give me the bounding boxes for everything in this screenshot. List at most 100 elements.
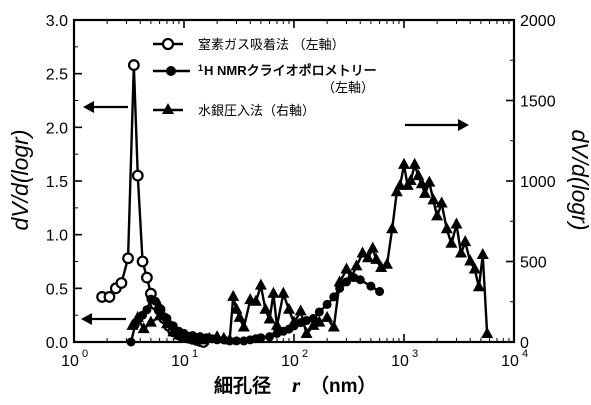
y-left-tick-label: 0.0 (46, 335, 68, 352)
y-right-tick-label: 1000 (520, 174, 556, 191)
x-tick-exponent: 4 (522, 348, 528, 360)
x-tick-exponent: 0 (82, 348, 88, 360)
x-tick-label: 10 (501, 353, 519, 370)
data-point-triangle (464, 254, 477, 266)
data-point-triangle (137, 322, 150, 334)
data-point-triangle (361, 251, 374, 263)
axes-layer: 10 0 10 1 10 2 10 3 10 40.00.51.01.52.02.53.00500… (46, 13, 556, 370)
legend: 窒素ガス吸着法 （左軸） 1 H NMRクライオポロメトリー （左軸） 水銀圧入… (153, 37, 377, 118)
data-point-triangle (237, 320, 250, 332)
data-point-triangle (307, 318, 320, 330)
left-axis-arrow-upper (83, 101, 128, 113)
data-point-triangle (267, 286, 280, 298)
x-tick-label: 10 (61, 353, 79, 370)
data-point-open-circle (115, 277, 128, 289)
data-point-triangle (380, 257, 393, 269)
data-point-triangle (259, 302, 272, 314)
data-point-triangle (327, 320, 340, 332)
data-point-triangle (394, 178, 407, 190)
legend-label-mercury: 水銀圧入法（右軸） (198, 103, 315, 118)
data-point-triangle (398, 157, 410, 169)
data-point-triangle (277, 286, 290, 298)
data-point-filled-circle (314, 307, 324, 317)
x-axis-title-var: r (292, 373, 301, 397)
data-point-triangle (427, 193, 440, 205)
y-right-tick-label: 1500 (520, 94, 556, 111)
data-point-filled-circle (329, 292, 339, 302)
data-point-triangle (476, 248, 489, 260)
data-point-triangle (459, 235, 472, 247)
data-point-triangle (445, 236, 458, 248)
y-left-tick-label: 2.0 (46, 120, 68, 137)
data-point-triangle (386, 222, 399, 234)
axis-arrows (81, 101, 469, 325)
data-point-triangle (288, 315, 300, 327)
data-point-triangle (390, 185, 403, 197)
data-point-open-circle (122, 252, 134, 265)
x-tick-exponent: 1 (192, 348, 198, 360)
data-point-triangle (313, 315, 326, 327)
data-point-triangle (423, 175, 436, 187)
data-point-triangle (270, 318, 283, 330)
y-left-tick-label: 3.0 (46, 13, 68, 30)
data-point-triangle (412, 169, 425, 181)
legend-marker-open-circle (161, 37, 175, 51)
y-axis-title-right: dV/d(logr) (567, 130, 591, 231)
data-point-triangle (356, 246, 369, 258)
data-point-triangle (370, 252, 383, 264)
data-point-triangle (375, 260, 388, 272)
data-point-triangle (366, 241, 379, 253)
data-point-triangle (435, 196, 448, 208)
data-point-filled-circle (150, 296, 160, 306)
data-point-triangle (472, 280, 485, 292)
x-tick-label: 10 (281, 353, 299, 370)
legend-label-nmr-line1: H NMRクライオポロメトリー (204, 63, 377, 78)
data-point-triangle (455, 246, 468, 258)
data-point-open-circle (131, 169, 144, 182)
data-point-triangle (160, 317, 173, 329)
series-line (131, 163, 489, 342)
data-point-filled-circle (322, 299, 332, 309)
legend-marker-triangle (162, 103, 174, 114)
y-axis-title-left: dV/d(logr) (7, 130, 33, 231)
x-axis-title-main: 細孔径 (214, 374, 271, 397)
data-point-triangle (340, 262, 353, 274)
plot-layer (96, 59, 494, 348)
data-point-triangle (249, 294, 262, 306)
data-point-triangle (227, 289, 240, 301)
legend-label-nmr-sup: 1 (198, 63, 203, 73)
data-point-open-circle (103, 291, 116, 303)
data-point-filled-circle (142, 305, 152, 315)
data-point-triangle (254, 278, 267, 290)
data-point-filled-circle (366, 281, 376, 291)
y-left-tick-label: 1.0 (46, 228, 68, 245)
data-point-triangle (144, 315, 157, 327)
x-tick-label: 10 (171, 353, 189, 370)
data-point-triangle (345, 270, 358, 282)
x-tick-label: 10 (391, 353, 409, 370)
y-left-tick-label: 0.5 (46, 281, 68, 298)
data-point-triangle (350, 259, 363, 271)
data-point-triangle (131, 310, 144, 322)
legend-marker-filled-circle (166, 66, 176, 76)
data-point-open-circle (141, 271, 153, 284)
data-point-triangle (263, 312, 276, 324)
y-right-tick-label: 0 (520, 335, 529, 352)
x-tick-exponent: 3 (412, 348, 418, 360)
data-point-filled-circle (256, 333, 266, 343)
data-point-triangle (450, 217, 463, 229)
right-axis-arrow (405, 119, 469, 131)
data-point-filled-circle (375, 287, 385, 297)
data-point-triangle (300, 326, 313, 338)
data-point-triangle (431, 209, 444, 221)
y-right-tick-label: 2000 (520, 13, 556, 30)
series-filled-triangle (126, 157, 494, 345)
data-point-triangle (418, 186, 431, 198)
data-point-open-circle (127, 59, 140, 71)
data-point-triangle (153, 309, 166, 321)
data-point-triangle (408, 157, 421, 169)
x-axis-title-unit: （nm） (310, 374, 377, 397)
y-right-tick-label: 500 (520, 255, 547, 272)
x-tick-exponent: 2 (302, 348, 308, 360)
data-point-filled-circle (308, 313, 318, 323)
